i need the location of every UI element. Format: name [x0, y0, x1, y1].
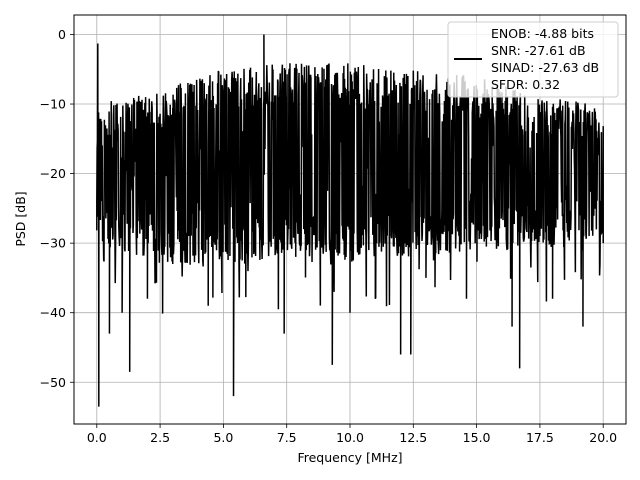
- y-tick-label: −50: [40, 375, 66, 390]
- legend: ENOB: -4.88 bits SNR: -27.61 dB SINAD: -…: [447, 21, 619, 98]
- psd-series: [96, 34, 604, 407]
- y-tick-label: −30: [40, 236, 66, 251]
- x-tick-label: 7.5: [277, 430, 297, 445]
- x-tick-label: 20.0: [589, 430, 617, 445]
- x-tick-label: 12.5: [399, 430, 427, 445]
- x-axis-ticks: 0.0 2.5 5.0 7.5 10.0 12.5 15.0 17.5 20.0: [87, 424, 617, 445]
- x-tick-label: 10.0: [336, 430, 364, 445]
- y-axis-label: PSD [dB]: [13, 191, 28, 246]
- y-tick-label: −40: [40, 305, 66, 320]
- y-tick-label: 0: [58, 27, 66, 42]
- legend-box: [447, 21, 619, 98]
- x-axis-label: Frequency [MHz]: [297, 450, 402, 465]
- legend-snr-text: SNR: -27.61 dB: [491, 43, 586, 58]
- x-tick-label: 2.5: [150, 430, 170, 445]
- x-tick-label: 0.0: [87, 430, 107, 445]
- x-tick-label: 17.5: [526, 430, 554, 445]
- legend-sfdr-text: SFDR: 0.32: [491, 77, 560, 92]
- legend-enob-text: ENOB: -4.88 bits: [491, 26, 594, 41]
- y-tick-label: −10: [40, 97, 66, 112]
- y-tick-label: −20: [40, 166, 66, 181]
- x-tick-label: 5.0: [213, 430, 233, 445]
- legend-sinad-text: SINAD: -27.63 dB: [491, 60, 599, 75]
- x-tick-label: 15.0: [463, 430, 491, 445]
- psd-series-line: [96, 34, 604, 407]
- y-axis-ticks: 0 −10 −20 −30 −40 −50: [40, 27, 74, 390]
